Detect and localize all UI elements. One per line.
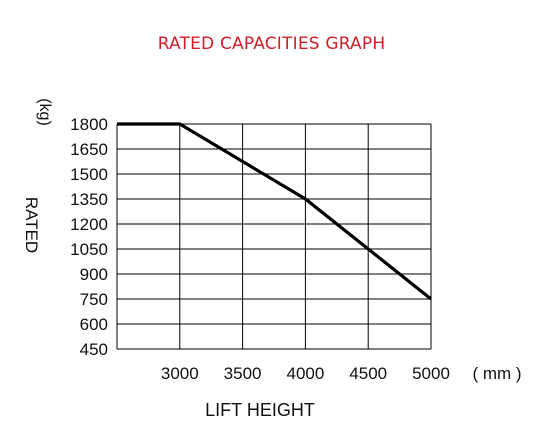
y-axis-label: RATED [22,197,41,253]
grid [116,123,432,350]
series-layer [116,122,432,301]
y-tick-label-4: 1200 [70,215,108,234]
x-tick-labels: 3000 3500 4000 4500 5000 [161,364,450,383]
y-tick-label-9: 450 [80,340,108,359]
y-tick-label-0: 1800 [70,115,108,134]
x-tick-label-4: 5000 [412,364,450,383]
y-tick-label-6: 900 [80,265,108,284]
x-unit-label: ( mm ) [472,364,521,383]
x-tick-label-0: 3000 [161,364,199,383]
y-tick-label-8: 600 [80,315,108,334]
y-tick-label-2: 1500 [70,165,108,184]
series-line-0 [117,122,432,301]
y-unit-label: (kg) [36,98,53,126]
y-tick-label-3: 1350 [70,190,108,209]
x-axis-label: LIFT HEIGHT [205,400,315,420]
chart-title: RATED CAPACITIES GRAPH [157,34,386,54]
y-tick-label-7: 750 [80,290,108,309]
x-tick-label-3: 4500 [349,364,387,383]
x-tick-label-2: 4000 [286,364,324,383]
y-tick-labels: 1800 1650 1500 1350 1200 1050 900 750 600 450 [70,115,108,359]
y-tick-label-1: 1650 [70,140,108,159]
y-tick-label-5: 1050 [70,240,108,259]
x-tick-label-1: 3500 [224,364,262,383]
